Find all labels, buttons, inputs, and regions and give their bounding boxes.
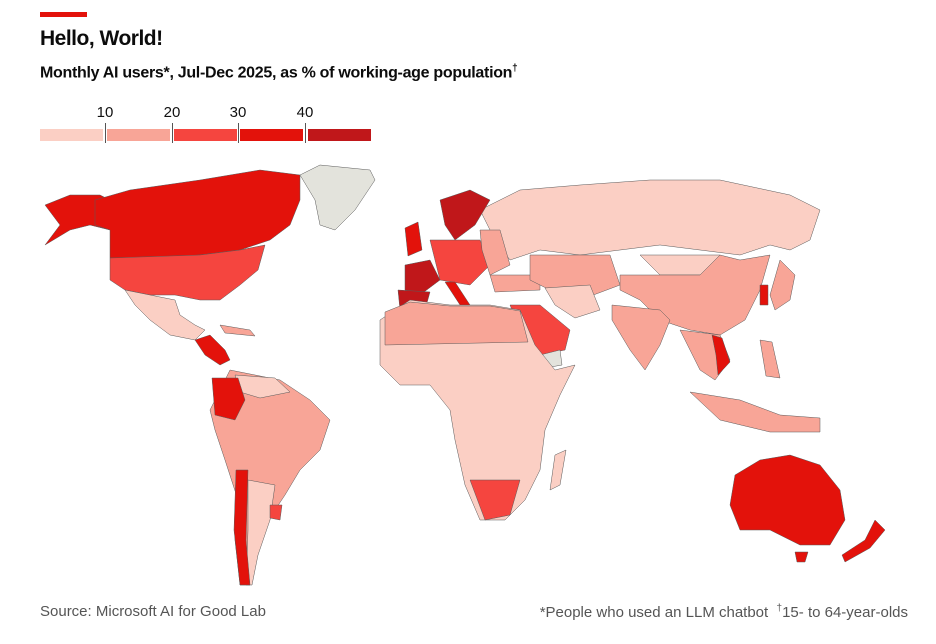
region-caribbean [219,324,256,337]
region-uruguay [269,504,283,521]
chart-subtitle: Monthly AI users*, Jul-Dec 2025, as % of… [40,63,518,82]
chart-title: Hello, World! [40,27,163,50]
region-colombia [211,377,246,421]
legend-tick [172,123,173,143]
legend-tick-label: 30 [229,104,247,121]
legend-tick-label: 40 [296,104,314,121]
region-italy [444,281,471,309]
legend-bucket-0 [40,129,103,141]
legend-tick-label: 20 [163,104,181,121]
color-legend: 10 20 30 40 [40,104,380,144]
region-korea [759,284,769,306]
region-chile [233,469,251,586]
region-argentina [245,479,276,586]
legend-bucket-1 [107,129,170,141]
region-south-africa [469,479,521,521]
region-new-zealand [841,519,886,563]
region-mexico [124,289,206,341]
legend-bucket-4 [308,129,371,141]
subtitle-text: Monthly AI users*, Jul-Dec 2025, as % of… [40,64,513,82]
footnote-1: *People who used an LLM chatbot [539,604,769,621]
footnotes: *People who used an LLM chatbot †15- to … [540,603,908,621]
brand-bar [40,12,87,17]
region-canada [94,169,301,259]
subtitle-mark: † [512,63,518,74]
legend-tick [305,123,306,143]
legend-tick [238,123,239,143]
footnote-2: 15- to 64-year-olds [782,604,908,621]
source-note: Source: Microsoft AI for Good Lab [40,603,266,620]
region-france [404,259,441,296]
region-madagascar [549,449,567,491]
region-central-america [194,334,231,366]
footnote-2-mark: † [776,603,783,614]
legend-bucket-2 [174,129,237,141]
region-japan [769,259,796,311]
region-uk [404,221,423,257]
legend-tick-label: 10 [96,104,114,121]
region-indonesia [689,391,821,433]
region-philippines [759,339,781,379]
region-russia [479,179,821,261]
legend-tick [105,123,106,143]
region-australia [729,454,846,546]
region-india [611,304,671,371]
region-scandinavia [439,189,491,241]
region-vietnam [711,334,731,376]
region-eastern-europe [479,229,511,276]
region-greenland [299,164,376,231]
region-tasmania [794,551,809,563]
region-africa [379,299,576,521]
region-central-europe [429,239,491,286]
region-iran [544,284,601,319]
region-turkey [489,274,541,293]
region-alaska [44,194,111,246]
legend-bucket-3 [240,129,303,141]
region-north-africa [384,301,529,346]
